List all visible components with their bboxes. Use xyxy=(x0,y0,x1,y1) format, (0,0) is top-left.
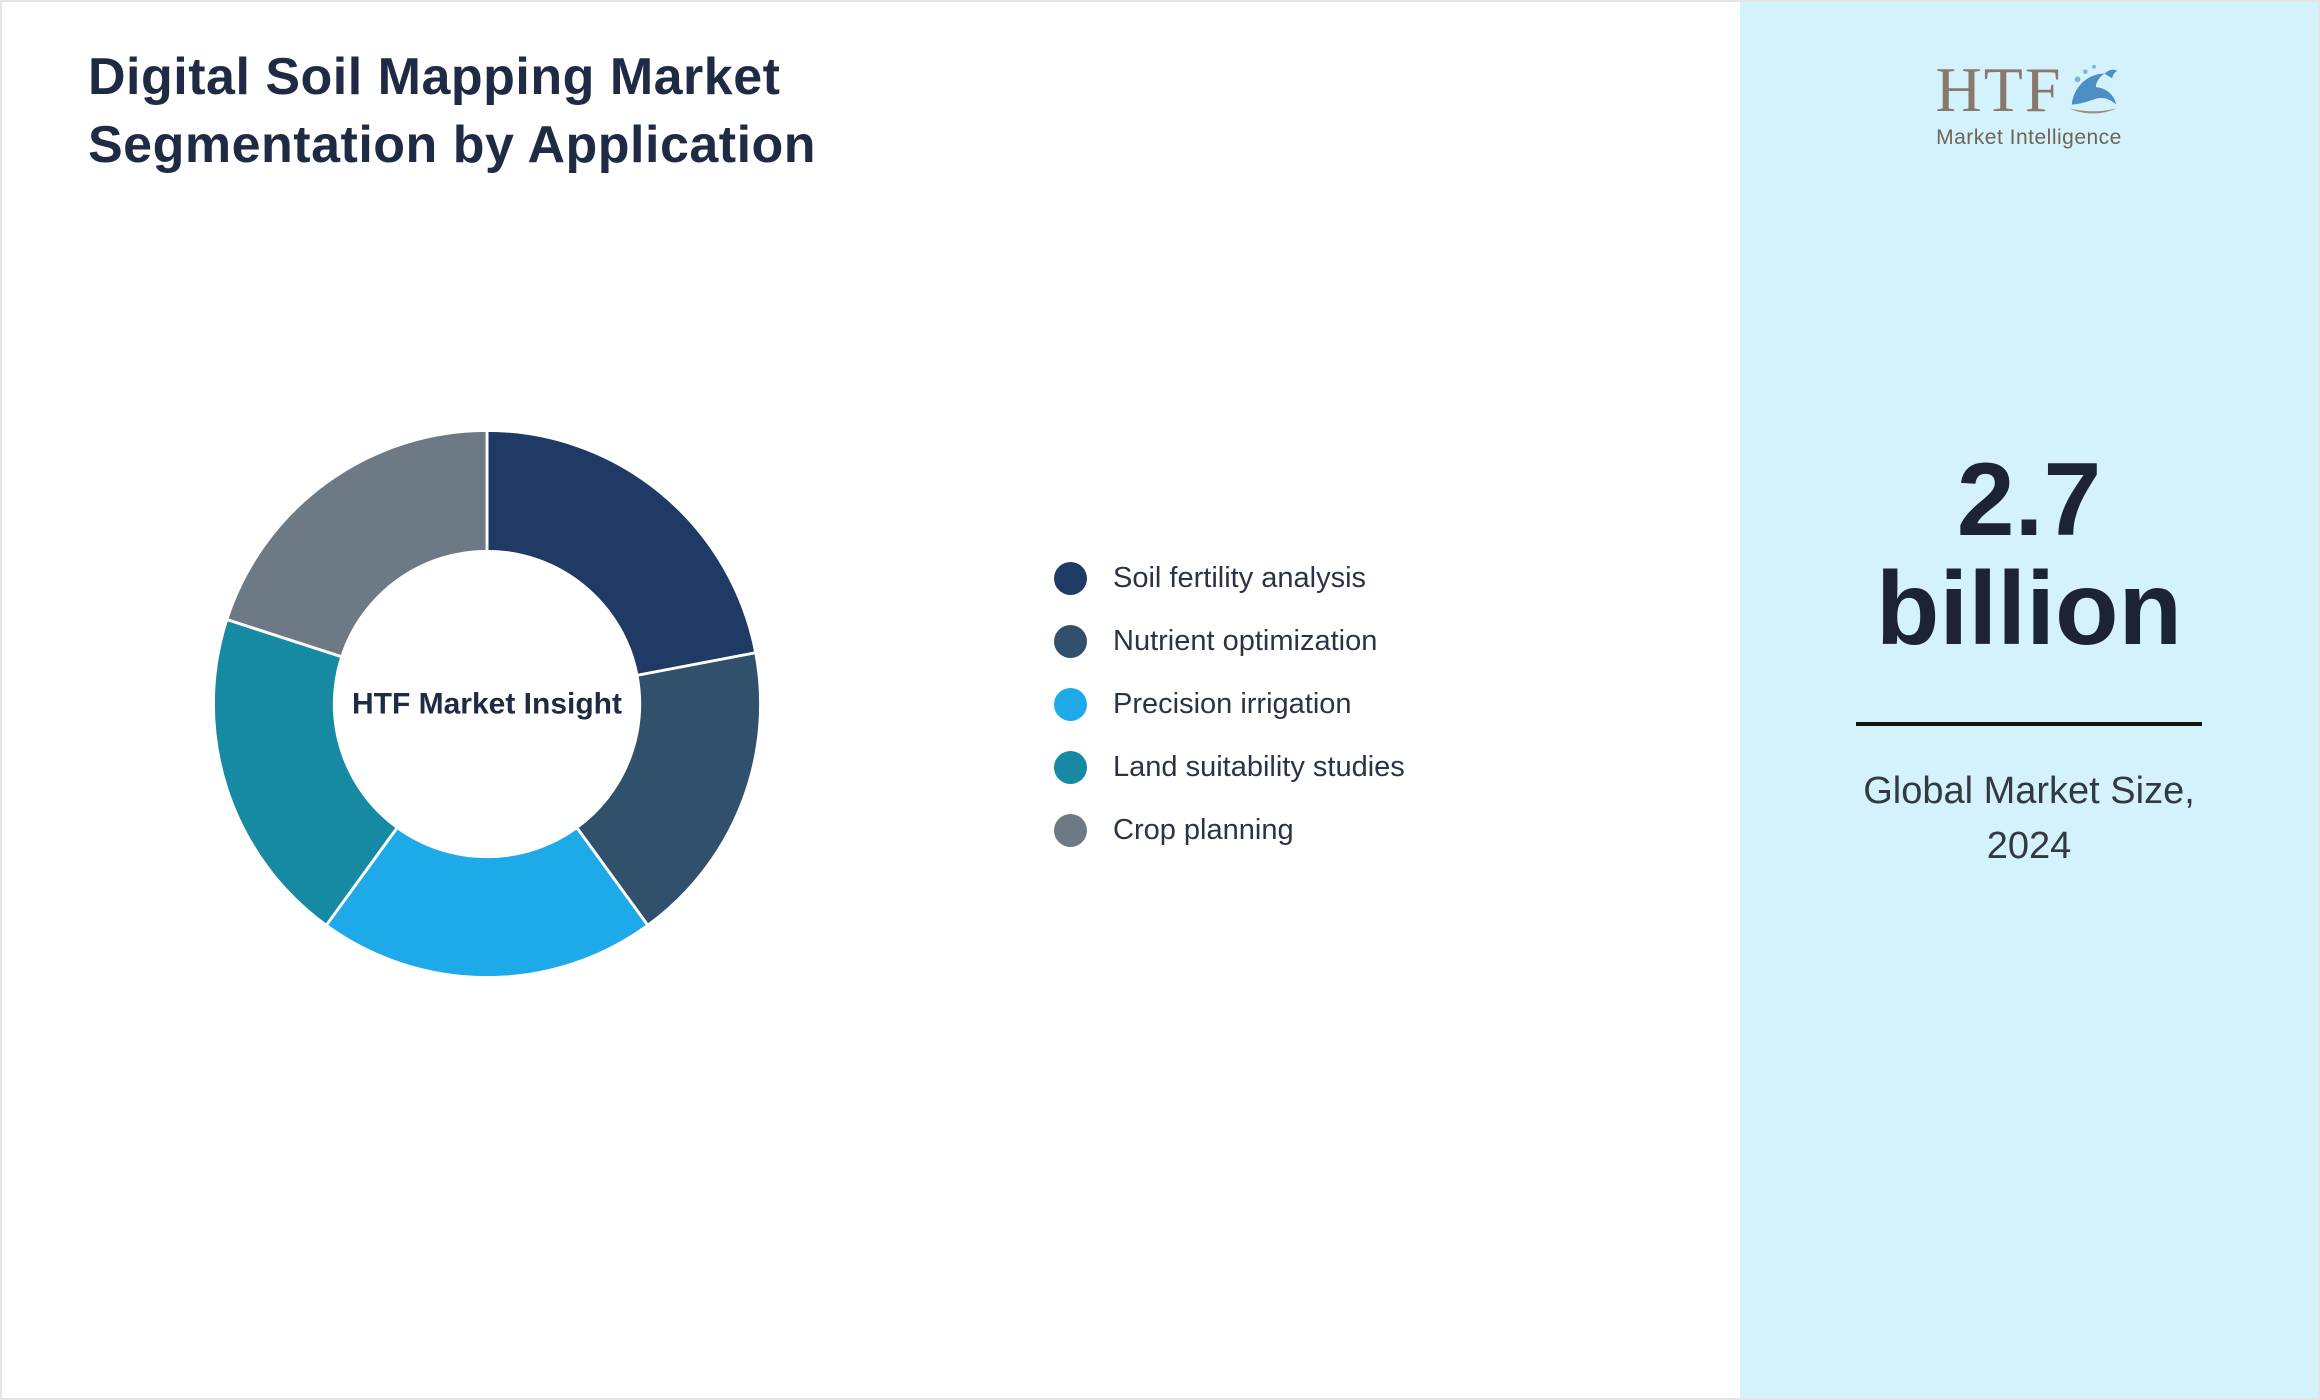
donut-segment xyxy=(324,826,650,979)
donut-center-label: HTF Market Insight xyxy=(351,687,622,721)
legend-dot xyxy=(1054,625,1087,658)
legend-dot xyxy=(1054,562,1087,595)
logo-row: HTF xyxy=(1936,58,2123,122)
legend-dot xyxy=(1054,814,1087,847)
legend-item: Precision irrigation xyxy=(1054,688,1405,721)
market-size-caption: Global Market Size, 2024 xyxy=(1863,770,2195,868)
legend-label: Land suitability studies xyxy=(1113,751,1405,783)
divider-line xyxy=(1856,722,2202,727)
legend-label: Crop planning xyxy=(1113,814,1294,846)
legend-label: Precision irrigation xyxy=(1113,688,1352,720)
legend-item: Crop planning xyxy=(1054,814,1405,847)
legend-item: Soil fertility analysis xyxy=(1054,562,1405,595)
legend-dot xyxy=(1054,751,1087,784)
chart-section: Digital Soil Mapping Market Segmentation… xyxy=(2,2,1740,1398)
legend-label: Nutrient optimization xyxy=(1113,625,1378,657)
donut-segment xyxy=(485,428,758,677)
htf-logo: HTF Market Intelligence xyxy=(1936,58,2123,150)
legend-item: Land suitability studies xyxy=(1054,751,1405,784)
page-title: Digital Soil Mapping Market Segmentation… xyxy=(88,48,817,174)
chart-legend: Soil fertility analysis Nutrient optimiza… xyxy=(1054,562,1405,877)
logo-text: HTF xyxy=(1935,54,2063,125)
market-size-value: 2.7 billion xyxy=(1875,442,2183,668)
market-size-panel: HTF Market Intelligence 2.7 billion Glob… xyxy=(1740,2,2318,1398)
donut-segment xyxy=(225,428,489,659)
dolphin-icon xyxy=(2070,64,2118,114)
donut-chart xyxy=(212,428,763,979)
legend-item: Nutrient optimization xyxy=(1054,625,1405,658)
donut-segment xyxy=(212,618,399,927)
legend-dot xyxy=(1054,688,1087,721)
donut-chart-container: HTF Market Insight xyxy=(197,414,777,994)
donut-segment xyxy=(575,651,763,927)
logo-subtext: Market Intelligence xyxy=(1936,126,2122,149)
legend-label: Soil fertility analysis xyxy=(1113,562,1367,594)
